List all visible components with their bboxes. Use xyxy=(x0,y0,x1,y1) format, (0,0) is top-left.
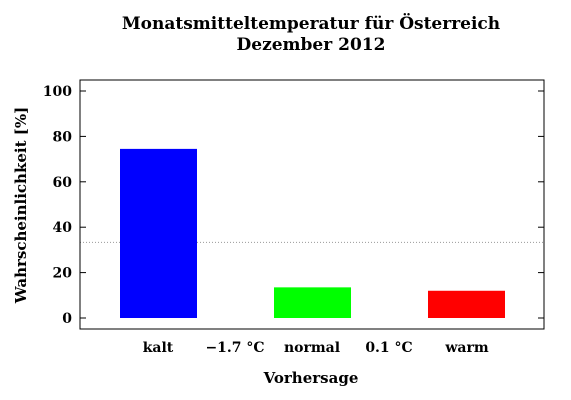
x-label-warm: warm xyxy=(444,340,488,356)
chart-subtitle: Dezember 2012 xyxy=(237,35,386,55)
y-tick-label: 60 xyxy=(53,175,73,191)
y-tick-label: 20 xyxy=(53,266,73,282)
x-label-threshold-high: 0.1 °C xyxy=(365,340,412,356)
y-tick-label: 40 xyxy=(53,220,73,236)
y-tick-label: 80 xyxy=(53,129,73,145)
x-axis-labels: kalt −1.7 °C normal 0.1 °C warm xyxy=(143,340,489,356)
x-axis-label: Vorhersage xyxy=(263,369,359,387)
x-label-normal: normal xyxy=(284,340,340,356)
x-label-threshold-low: −1.7 °C xyxy=(205,340,264,356)
x-label-kalt: kalt xyxy=(143,340,174,356)
y-axis-label: Wahrscheinlichkeit [%] xyxy=(12,107,30,304)
y-tick-label: 100 xyxy=(43,84,72,100)
bar-kalt xyxy=(120,148,197,318)
plot-frame xyxy=(79,79,545,330)
y-tick-label: 0 xyxy=(62,311,72,327)
plot-area xyxy=(80,148,544,318)
chart-title: Monatsmitteltemperatur für Österreich xyxy=(122,13,500,34)
bar-warm xyxy=(428,290,505,318)
bar-normal xyxy=(274,287,351,318)
y-axis-ticks: 0 20 40 60 80 100 xyxy=(43,84,544,327)
